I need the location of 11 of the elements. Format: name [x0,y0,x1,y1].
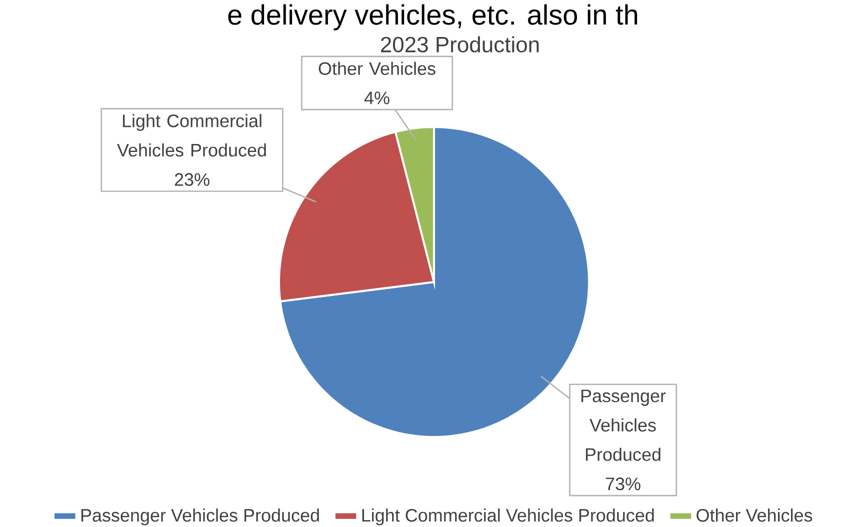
data-label: 4% [364,92,390,104]
slice-label: Light Commercial Vehicles Produced [117,114,266,157]
chart-title: 2023 Production [381,36,539,52]
legend-label: Other Vehicles [696,508,812,522]
slice-label: Passenger Vehicles Produced [581,390,666,461]
text: e delivery vehicles, etc. also in th [228,4,638,30]
data-label: 23% [174,173,210,186]
legend-label: Passenger Vehicles Produced [81,508,319,526]
legend-label: Light Commercial Vehicles Produced [362,508,654,526]
data-label: 73% [606,478,640,490]
slice-label: Other Vehicles [318,62,436,75]
